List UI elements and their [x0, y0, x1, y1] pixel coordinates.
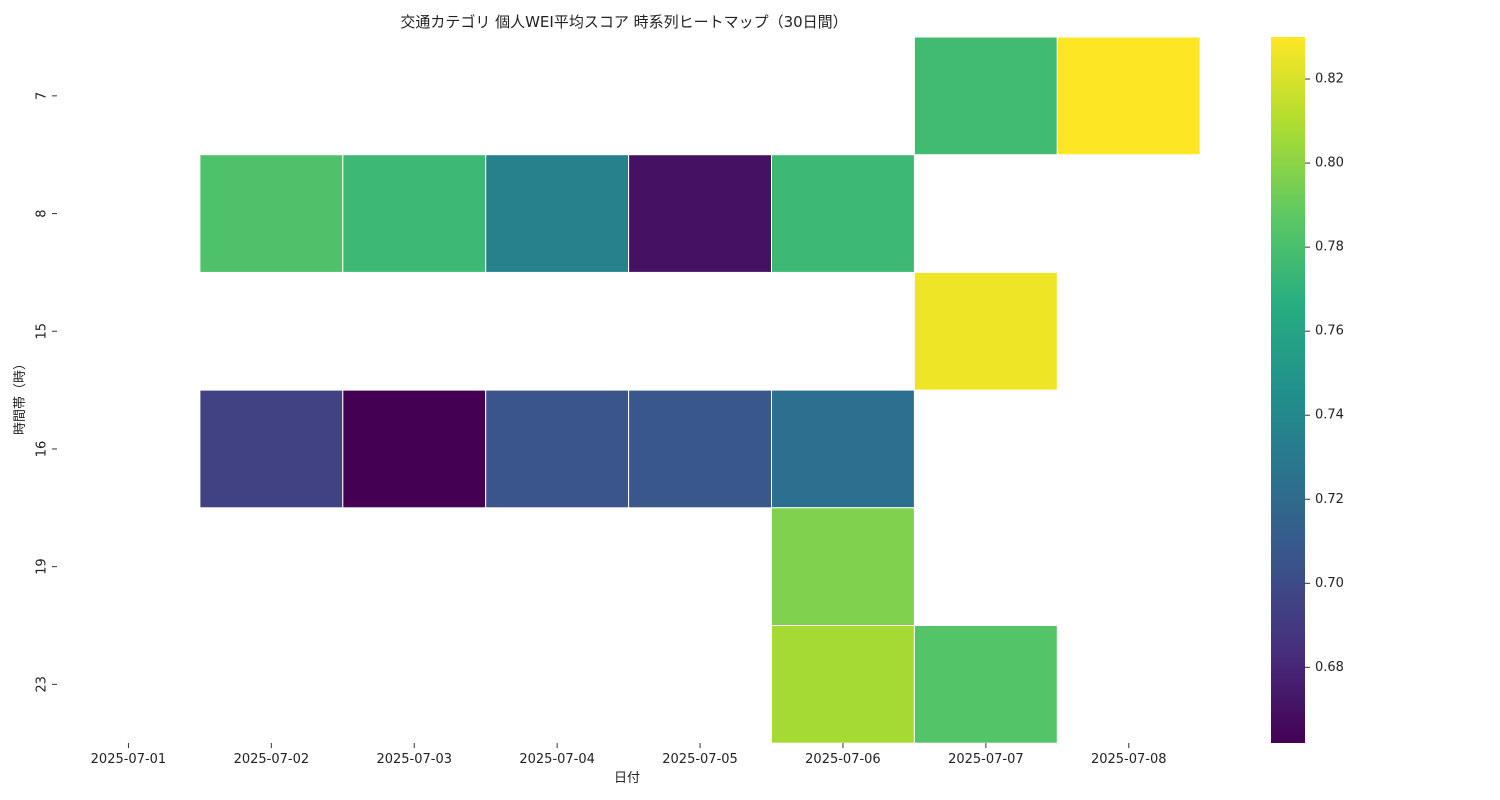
- y-tick-label: 16: [35, 441, 50, 458]
- heatmap-cell: [913, 625, 1058, 744]
- heatmap-cell: [771, 154, 915, 273]
- colorbar-tick-label: 0.70: [1315, 576, 1344, 591]
- heatmap-cell: [199, 154, 344, 273]
- heatmap-cell: [913, 271, 1058, 391]
- colorbar-tick-label: 0.76: [1315, 324, 1344, 339]
- colorbar-tick-label: 0.74: [1315, 408, 1344, 423]
- y-axis-ticks: 7 8 15 16 19 23: [35, 92, 57, 693]
- y-tick-label: 15: [35, 323, 50, 340]
- x-tick-label: 2025-07-08: [1091, 752, 1167, 767]
- y-tick-label: 8: [35, 209, 50, 217]
- heatmap-cell: [485, 154, 630, 273]
- heatmap-cell: [771, 389, 915, 509]
- colorbar-tick-label: 0.68: [1315, 660, 1344, 675]
- x-axis-label: 日付: [614, 771, 640, 786]
- x-tick-label: 2025-07-05: [662, 752, 738, 767]
- x-tick-label: 2025-07-02: [234, 752, 310, 767]
- heatmap-cells: [199, 36, 1201, 744]
- heatmap-cell: [485, 389, 630, 509]
- x-tick-label: 2025-07-07: [948, 752, 1024, 767]
- heatmap-cell: [342, 154, 487, 273]
- chart-title: 交通カテゴリ 個人WEI平均スコア 時系列ヒートマップ（30日間）: [400, 13, 847, 31]
- x-tick-label: 2025-07-06: [805, 752, 881, 767]
- heatmap-cell: [342, 389, 487, 509]
- x-axis-ticks: 2025-07-01 2025-07-02 2025-07-03 2025-07-04…: [91, 743, 1167, 767]
- colorbar-tick-label: 0.82: [1315, 72, 1344, 87]
- colorbar-tick-label: 0.80: [1315, 156, 1344, 171]
- colorbar-ticks: 0.68 0.70 0.72 0.74 0.76 0.78 0.80 0.82: [1305, 72, 1344, 675]
- colorbar-tick-label: 0.78: [1315, 240, 1344, 255]
- colorbar-tick-label: 0.72: [1315, 492, 1344, 507]
- y-tick-label: 23: [35, 676, 50, 693]
- x-tick-label: 2025-07-01: [91, 752, 167, 767]
- heatmap-cell: [628, 154, 772, 273]
- colorbar: [1271, 37, 1305, 743]
- heatmap-cell: [771, 625, 915, 744]
- x-tick-label: 2025-07-04: [519, 752, 595, 767]
- heatmap-cell: [628, 389, 772, 509]
- heatmap-cell: [913, 36, 1058, 156]
- x-tick-label: 2025-07-03: [376, 752, 452, 767]
- heatmap-cell: [199, 389, 344, 509]
- y-tick-label: 7: [35, 92, 50, 100]
- y-axis-label: 時間帯（時）: [13, 357, 28, 435]
- heatmap-cell: [1056, 36, 1201, 156]
- y-tick-label: 19: [35, 558, 50, 575]
- heatmap-cell: [771, 507, 915, 626]
